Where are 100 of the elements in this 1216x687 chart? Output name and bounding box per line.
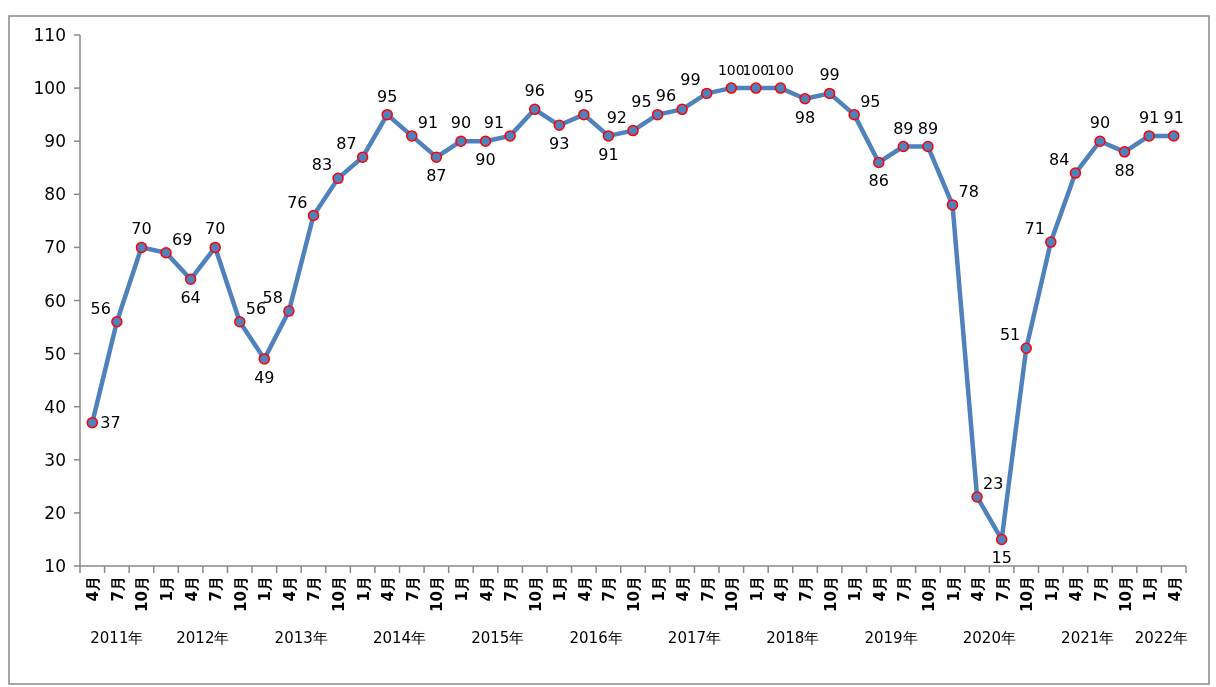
x-tick-label: 7月 bbox=[797, 576, 816, 602]
data-label: 69 bbox=[172, 229, 193, 249]
text: 2015年 bbox=[471, 629, 525, 647]
data-label: 95 bbox=[573, 86, 595, 106]
text: 2021年 bbox=[1061, 629, 1115, 647]
x-tick-label: 10月 bbox=[133, 576, 152, 612]
data-label: 99 bbox=[680, 70, 701, 90]
y-tick-label: 50 bbox=[44, 343, 66, 364]
text: 2022年 bbox=[1134, 629, 1189, 647]
point bbox=[774, 82, 787, 94]
x-tick-label: 10月 bbox=[526, 576, 545, 612]
point bbox=[651, 108, 664, 121]
data-label: 96 bbox=[524, 81, 545, 101]
x-tick-label: 7月 bbox=[305, 576, 324, 602]
data-label: 99 bbox=[819, 65, 840, 85]
data-label: 87 bbox=[426, 166, 447, 186]
point bbox=[504, 130, 516, 142]
x-tick-label: 7月 bbox=[1091, 576, 1110, 602]
point bbox=[799, 92, 811, 105]
data-label: 37 bbox=[100, 412, 121, 432]
point bbox=[725, 82, 738, 94]
y-tick-label: 90 bbox=[44, 131, 66, 152]
point bbox=[234, 315, 246, 328]
point bbox=[430, 151, 443, 163]
point bbox=[1069, 167, 1082, 179]
x-tick-label: 1月 bbox=[747, 576, 766, 602]
data-label: 88 bbox=[1114, 160, 1135, 180]
data-label: 89 bbox=[893, 118, 914, 138]
data-label: 91 bbox=[417, 112, 439, 132]
point bbox=[135, 241, 148, 254]
data-label: 76 bbox=[287, 192, 308, 212]
data-label: 93 bbox=[549, 134, 570, 154]
x-tick-label: 10月 bbox=[231, 576, 250, 612]
text: 2017年 bbox=[667, 629, 722, 647]
point bbox=[528, 103, 541, 116]
x-tick-label: 7月 bbox=[993, 576, 1012, 602]
y-tick-label: 110 bbox=[33, 25, 66, 45]
point bbox=[1020, 342, 1032, 355]
y-tick-label: 30 bbox=[44, 449, 66, 470]
point bbox=[332, 172, 344, 185]
text: 2018年 bbox=[766, 629, 820, 647]
x-tick-label: 4月 bbox=[1165, 576, 1184, 602]
data-label: 87 bbox=[336, 134, 357, 154]
point bbox=[627, 124, 639, 137]
point bbox=[479, 135, 492, 147]
data-label: 89 bbox=[917, 118, 939, 138]
data-label: 91 bbox=[1163, 107, 1184, 127]
point bbox=[455, 135, 467, 147]
data-label: 91 bbox=[1138, 107, 1160, 127]
x-tick-label: 1月 bbox=[354, 576, 373, 602]
point bbox=[184, 273, 197, 286]
x-tick-label: 1月 bbox=[158, 576, 177, 602]
text: 2011年 bbox=[90, 629, 144, 647]
point bbox=[750, 82, 762, 94]
point bbox=[553, 119, 566, 132]
point bbox=[676, 103, 688, 116]
data-label: 90 bbox=[450, 113, 472, 133]
point bbox=[209, 241, 221, 254]
point bbox=[823, 87, 836, 100]
data-label: 51 bbox=[999, 325, 1021, 345]
x-tick-label: 10月 bbox=[428, 576, 447, 612]
data-label: 91 bbox=[598, 144, 619, 164]
data-label: 23 bbox=[983, 473, 1004, 493]
data-label: 95 bbox=[860, 91, 881, 111]
data-label: 92 bbox=[606, 107, 627, 127]
x-tick-label: 1月 bbox=[944, 576, 963, 602]
text: 2019年 bbox=[864, 629, 918, 647]
point bbox=[578, 108, 590, 121]
point bbox=[1118, 146, 1131, 158]
data-label: 90 bbox=[1089, 113, 1111, 133]
data-label: 84 bbox=[1049, 150, 1070, 170]
x-tick-label: 1月 bbox=[452, 576, 471, 602]
x-tick-label: 1月 bbox=[256, 576, 275, 602]
x-tick-label: 4月 bbox=[969, 576, 988, 602]
x-tick-label: 4月 bbox=[477, 576, 496, 602]
point bbox=[356, 151, 369, 163]
x-tick-label: 4月 bbox=[182, 576, 201, 602]
point bbox=[283, 305, 295, 317]
point bbox=[995, 533, 1008, 546]
point bbox=[307, 209, 320, 222]
x-tick-label: 10月 bbox=[723, 576, 742, 612]
data-label: 15 bbox=[991, 548, 1012, 568]
x-tick-label: 1月 bbox=[1042, 576, 1061, 602]
x-tick-label: 1月 bbox=[649, 576, 668, 602]
data-label: 56 bbox=[90, 298, 111, 318]
data-label: 98 bbox=[794, 107, 816, 127]
x-tick-label: 10月 bbox=[625, 576, 643, 612]
y-tick-label: 70 bbox=[44, 237, 66, 258]
x-tick-label: 4月 bbox=[674, 576, 693, 602]
point bbox=[971, 491, 983, 503]
point bbox=[922, 140, 934, 153]
x-tick-label: 7月 bbox=[502, 576, 521, 602]
data-label: 83 bbox=[311, 155, 333, 175]
data-label: 96 bbox=[655, 86, 677, 106]
point bbox=[700, 87, 713, 100]
data-label: 100 bbox=[717, 62, 745, 79]
data-label: 86 bbox=[868, 171, 889, 191]
point bbox=[111, 315, 123, 328]
data-label: 64 bbox=[180, 288, 201, 308]
x-tick-label: 4月 bbox=[84, 576, 103, 602]
